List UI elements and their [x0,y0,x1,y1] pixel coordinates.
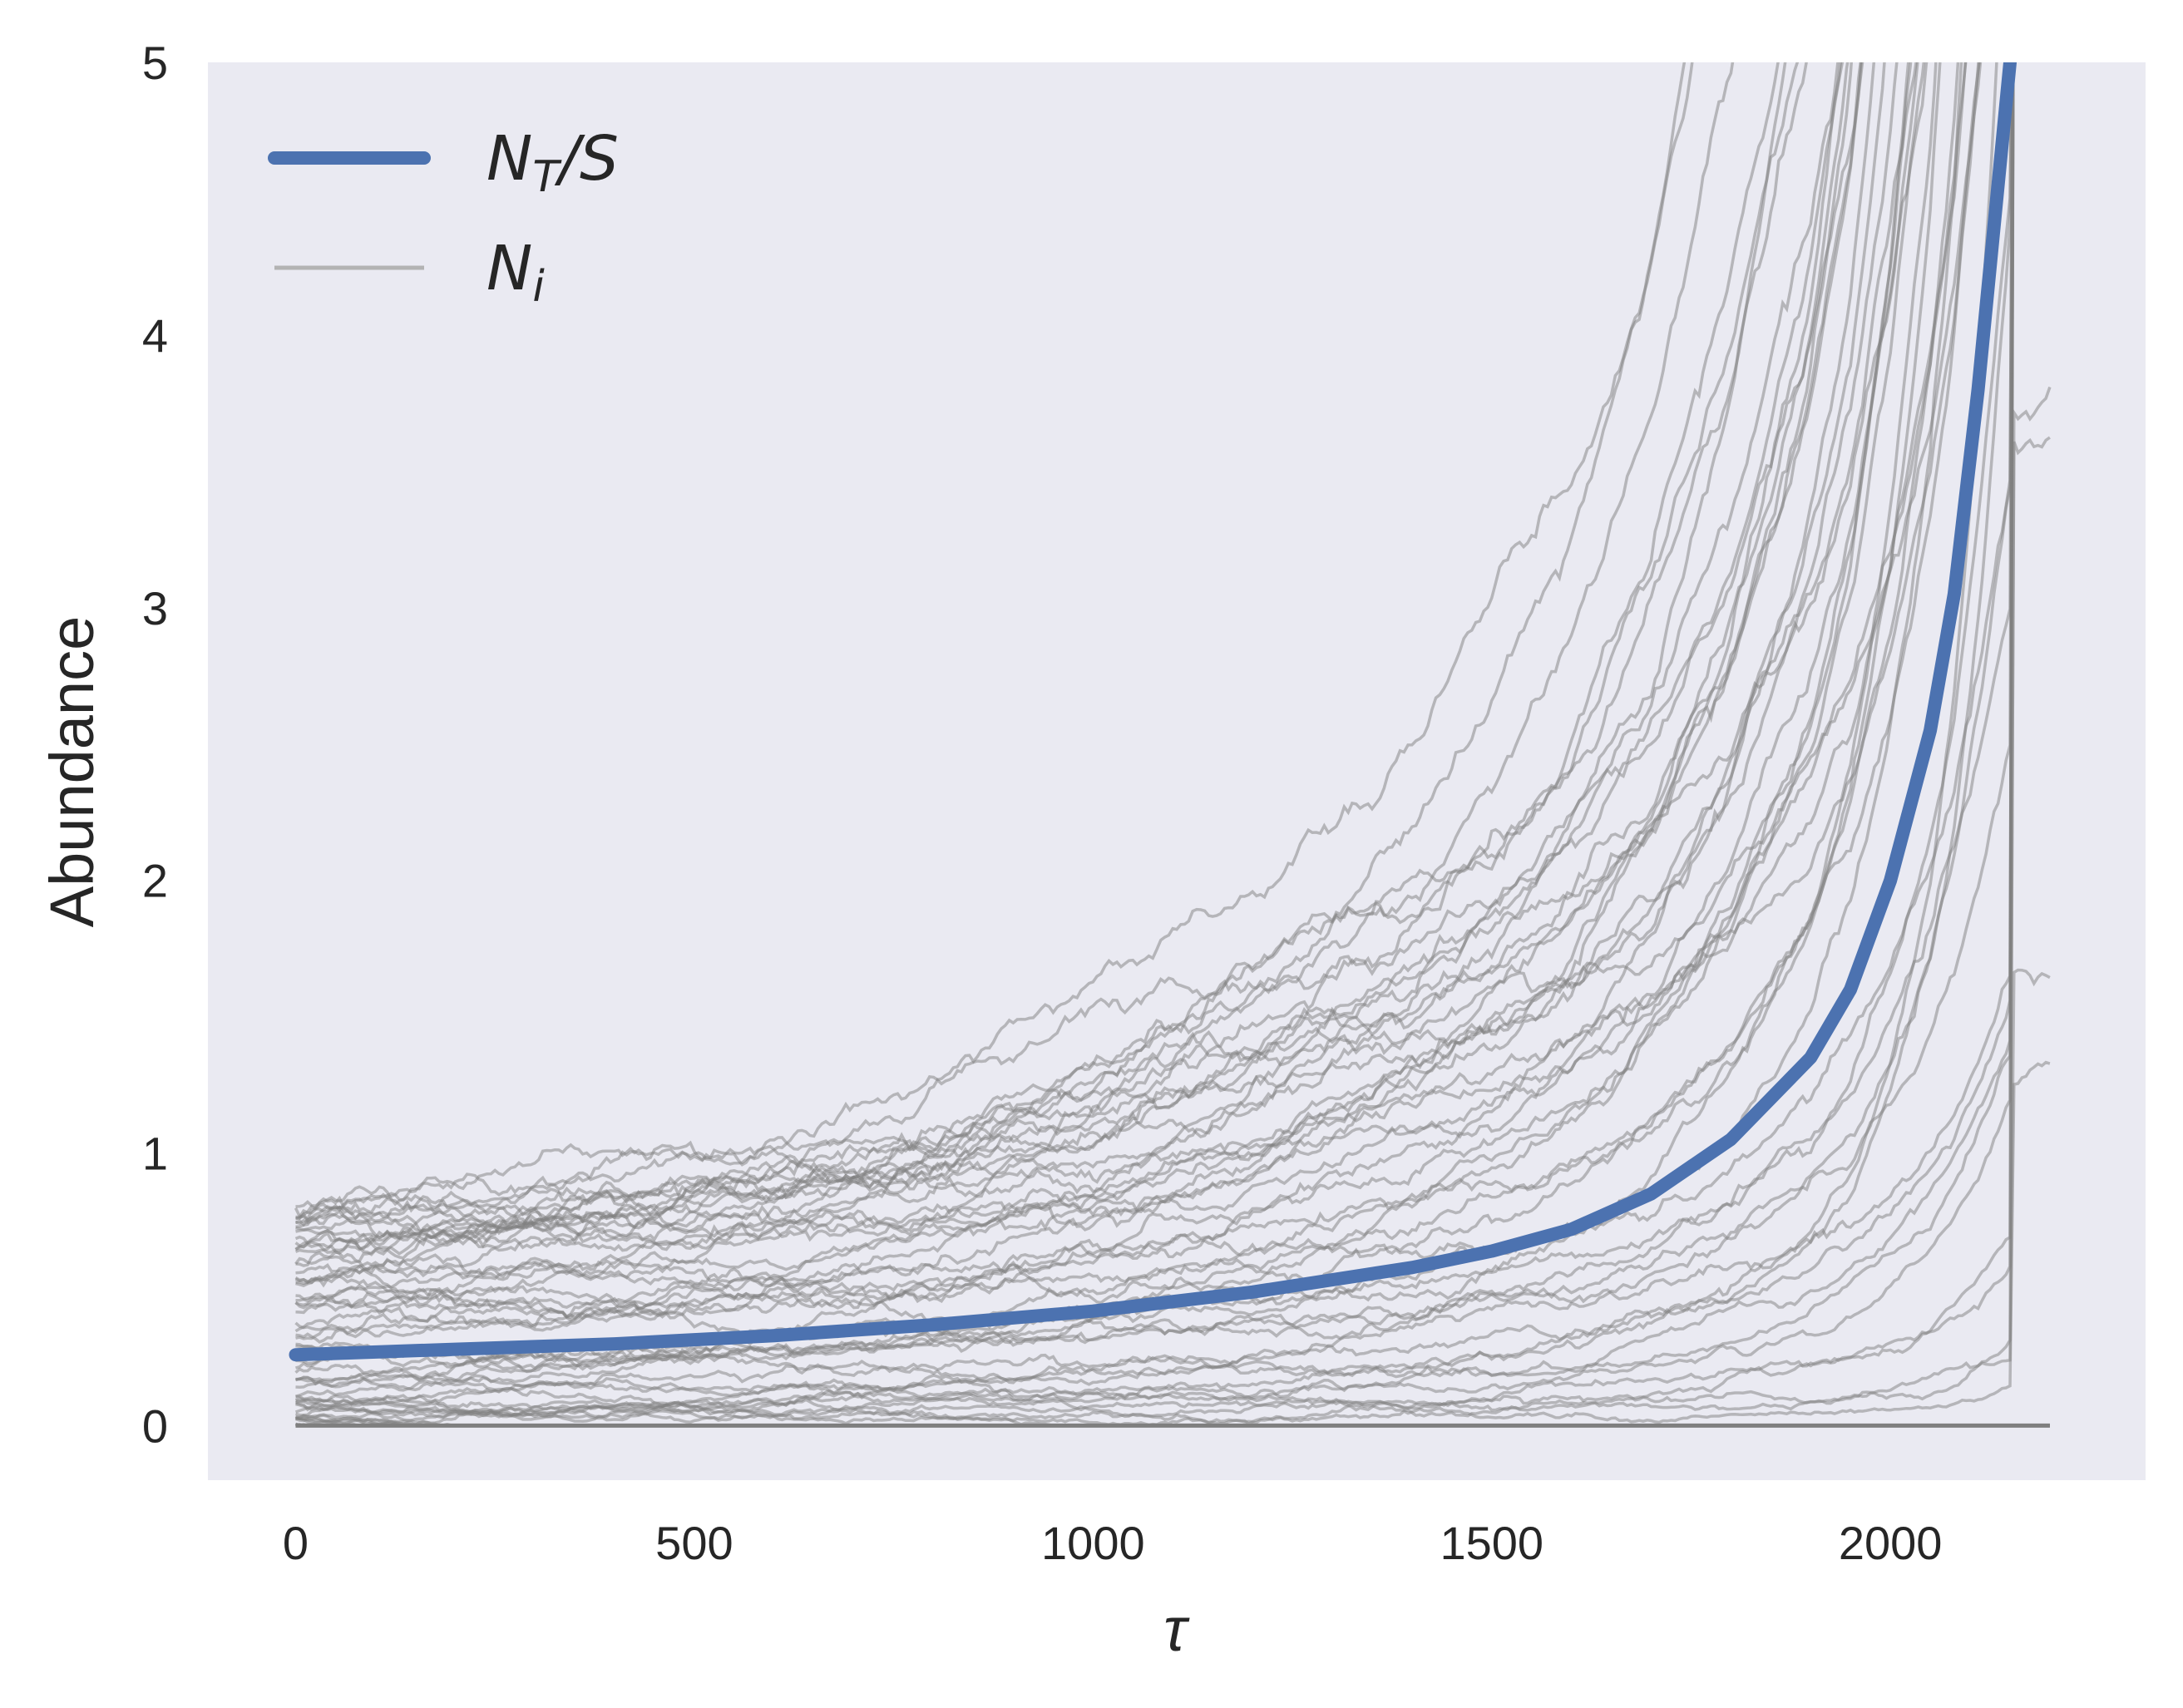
x-tick-label: 1500 [1440,1517,1543,1569]
y-tick-label: 0 [142,1399,168,1452]
x-tick-label: 500 [655,1517,733,1569]
y-tick-label: 2 [142,855,168,907]
y-tick-label: 5 [142,37,168,89]
y-tick-label: 3 [142,582,168,634]
y-tick-label: 4 [142,309,168,362]
x-axis-title: τ [1163,1595,1190,1664]
x-tick-label: 1000 [1041,1517,1145,1569]
x-tick-labels: 0 500 1000 1500 2000 [283,1517,1943,1569]
x-tick-label: 2000 [1839,1517,1943,1569]
y-tick-labels: 0 1 2 3 4 5 [142,37,168,1452]
x-tick-label: 0 [283,1517,309,1569]
y-tick-label: 1 [142,1128,168,1180]
y-axis-title: Abundance [37,616,106,927]
